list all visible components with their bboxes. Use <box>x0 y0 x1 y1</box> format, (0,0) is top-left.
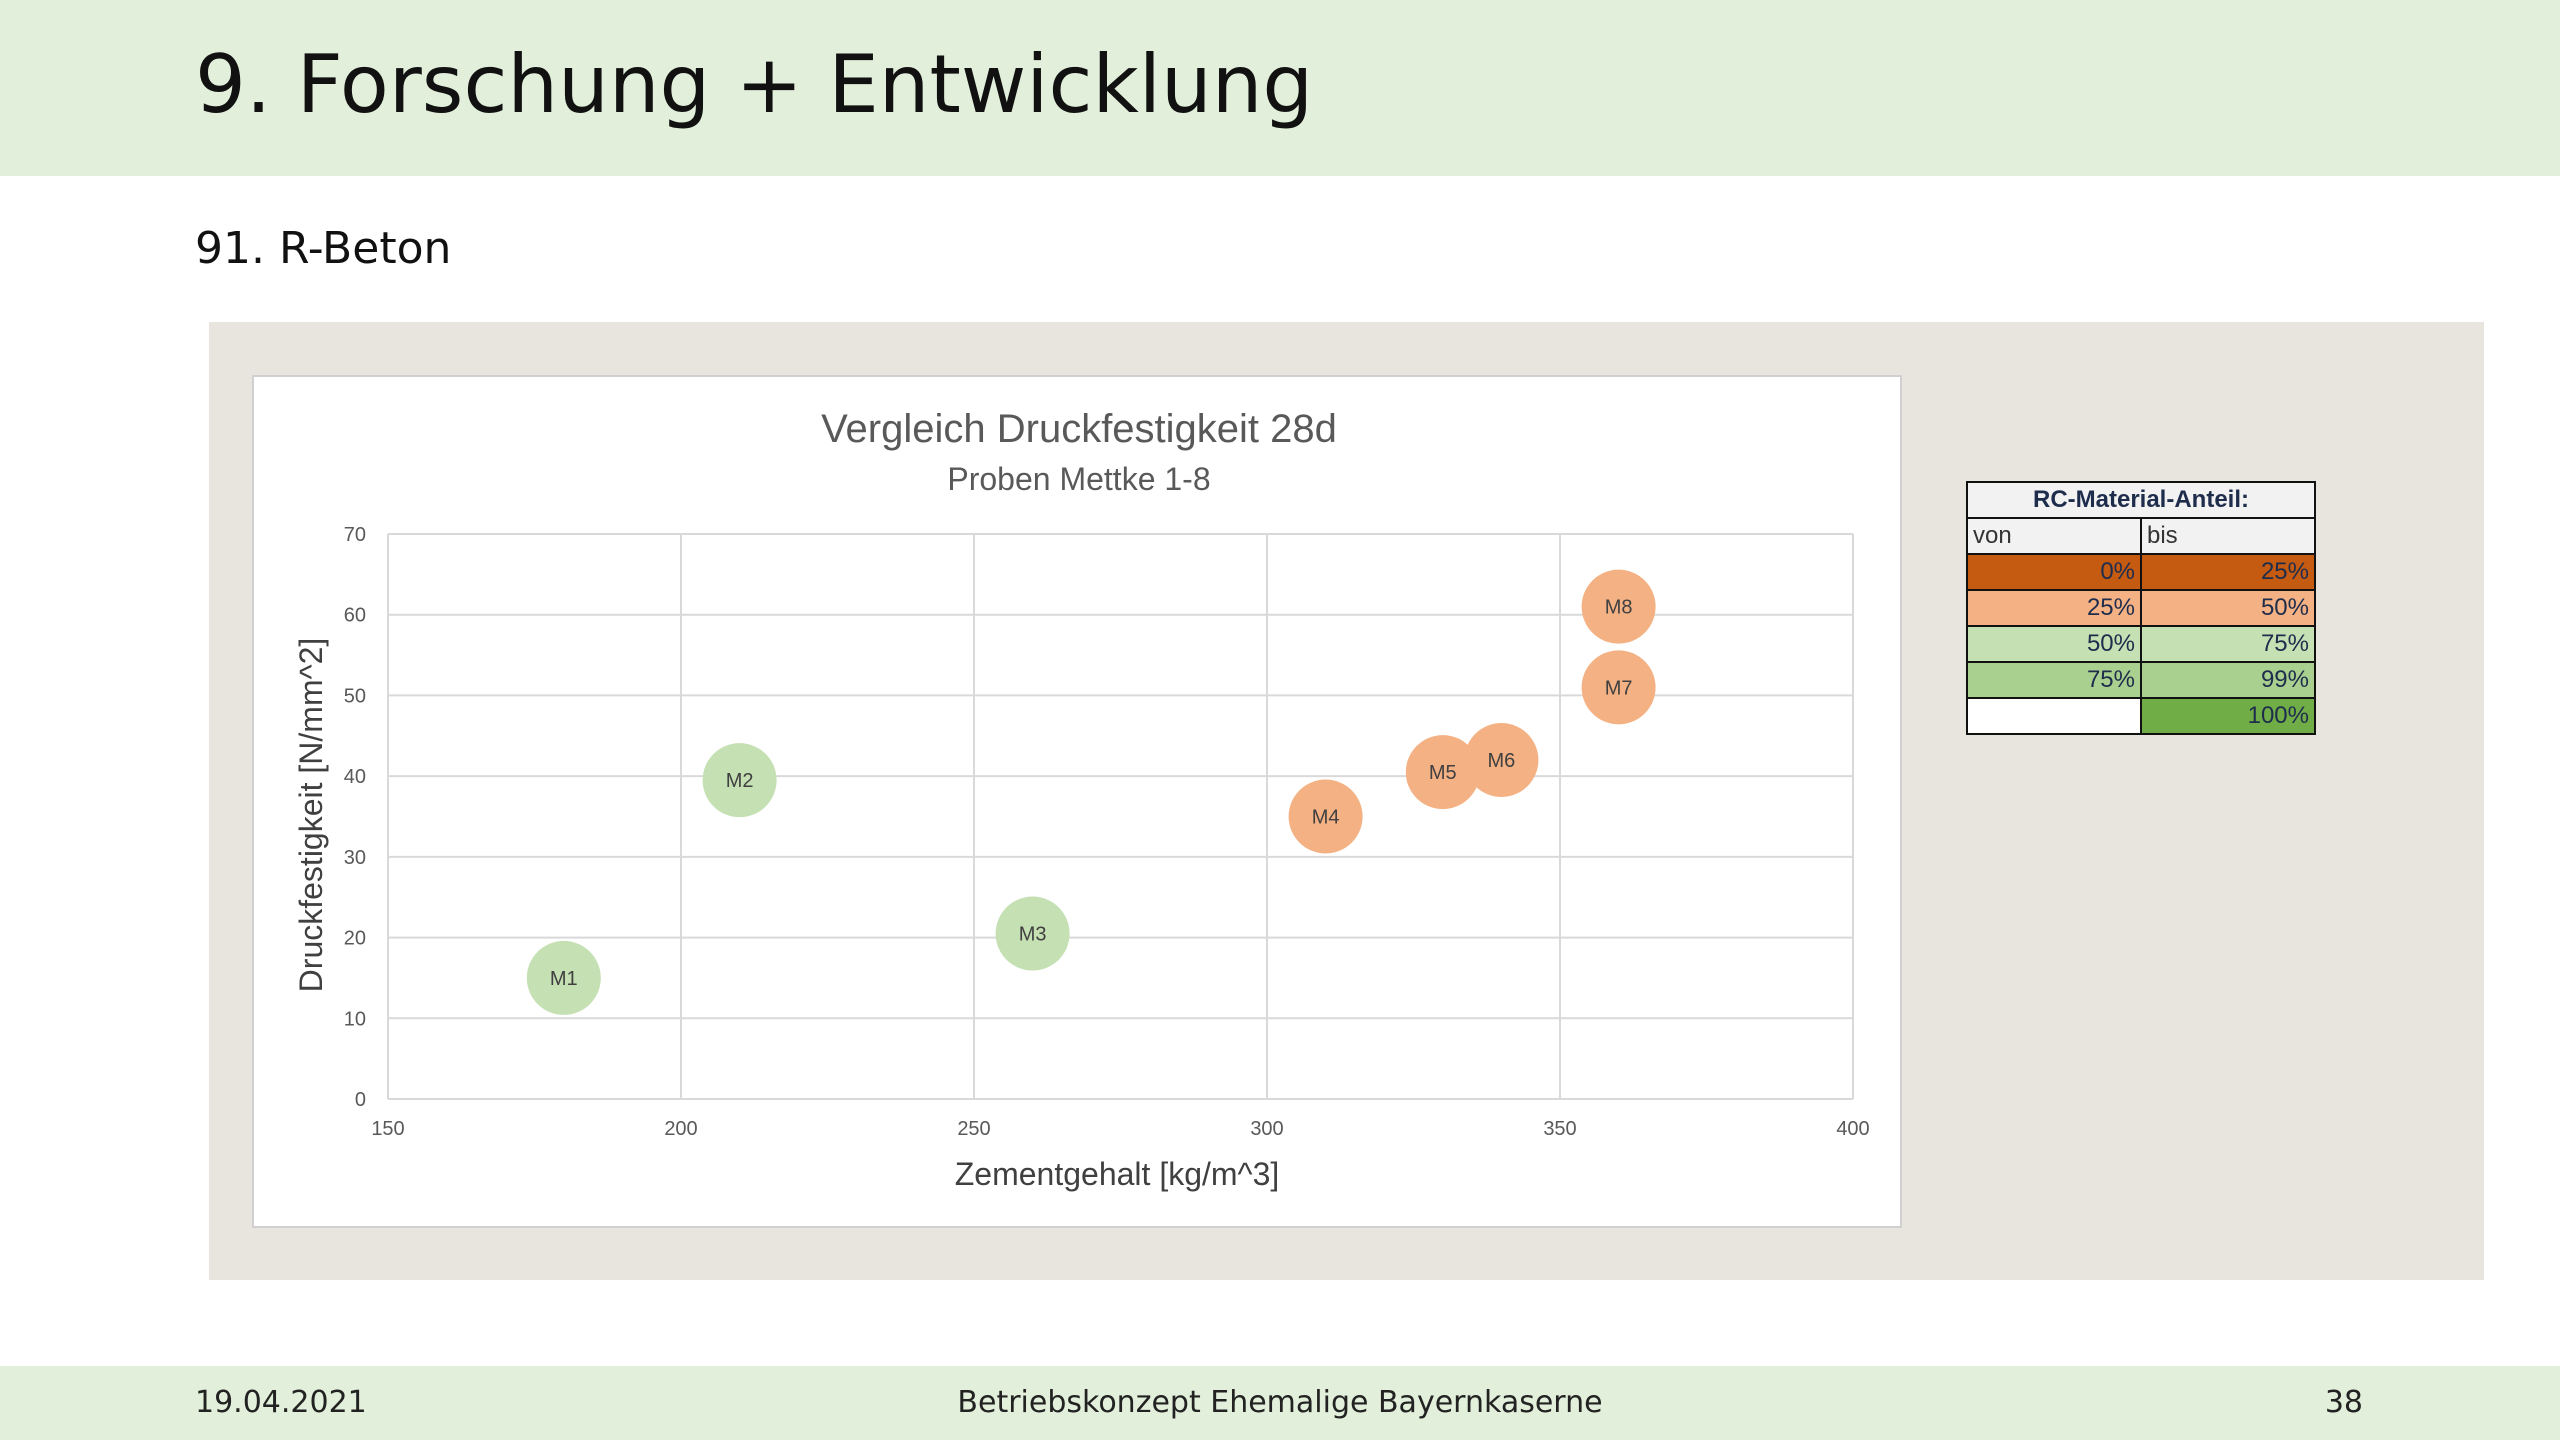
x-tick-label: 400 <box>1836 1118 1869 1140</box>
point-marker <box>702 743 777 818</box>
legend-col-from: von <box>1966 517 2142 555</box>
y-tick-label: 50 <box>344 685 366 707</box>
data-point-m7: M7 <box>1581 650 1656 725</box>
point-marker <box>1464 723 1539 797</box>
x-tick-label: 350 <box>1543 1118 1576 1140</box>
point-label: M3 <box>1019 924 1047 946</box>
point-label: M6 <box>1488 750 1516 772</box>
point-label: M8 <box>1605 597 1633 619</box>
slide-title: 9. Forschung + Entwicklung <box>195 38 1314 131</box>
data-points: M1 M2 M3 M4 M5 M6 M7 M8 <box>526 569 1656 1015</box>
legend-row: 0% 25% <box>1966 553 2316 591</box>
legend-to-cell: 75% <box>2140 625 2316 663</box>
y-tick-label: 60 <box>344 605 366 627</box>
legend-header: RC-Material-Anteil: <box>1966 481 2316 519</box>
y-tick-label: 30 <box>344 847 366 869</box>
point-label: M5 <box>1429 762 1457 784</box>
legend-to-cell: 50% <box>2140 589 2316 627</box>
data-point-m6: M6 <box>1464 723 1539 797</box>
point-marker <box>1581 650 1656 725</box>
legend-row: 25% 50% <box>1966 589 2316 627</box>
chart-subtitle: Proben Mettke 1-8 <box>947 461 1210 497</box>
point-marker <box>1288 779 1363 854</box>
footer-title: Betriebskonzept Ehemalige Bayernkaserne <box>957 1385 1603 1420</box>
x-tick-label: 250 <box>957 1118 990 1140</box>
rc-material-legend-table: RC-Material-Anteil: von bis 0% 25% 25% 5… <box>1966 481 2316 735</box>
legend-row: 75% 99% <box>1966 661 2316 699</box>
point-marker <box>995 896 1070 971</box>
legend-to-cell: 100% <box>2140 697 2316 735</box>
legend-from-cell: 25% <box>1966 589 2142 627</box>
page-number: 38 <box>2324 1385 2363 1420</box>
section-title: 91. R-Beton <box>195 223 452 274</box>
point-label: M7 <box>1605 677 1633 699</box>
y-tick-label: 70 <box>344 524 366 546</box>
scatter-chart: Vergleich Druckfestigkeit 28d Proben Met… <box>293 407 1870 1192</box>
legend-row: 100% <box>1966 697 2316 735</box>
data-point-m8: M8 <box>1581 569 1656 644</box>
legend-to-cell: 25% <box>2140 553 2316 591</box>
legend-to-cell: 99% <box>2140 661 2316 699</box>
point-label: M4 <box>1312 807 1340 829</box>
y-tick-label: 20 <box>344 928 366 950</box>
legend-from-cell: 50% <box>1966 625 2142 663</box>
data-point-m5: M5 <box>1405 735 1480 810</box>
y-tick-label: 0 <box>355 1089 366 1111</box>
data-point-m2: M2 <box>702 743 777 818</box>
x-tick-label: 300 <box>1250 1118 1283 1140</box>
data-point-m3: M3 <box>995 896 1070 971</box>
header-band <box>0 0 2560 176</box>
legend-from-cell <box>1966 697 2142 735</box>
x-axis-label: Zementgehalt [kg/m^3] <box>955 1156 1280 1192</box>
chart-frame: Vergleich Druckfestigkeit 28d Proben Met… <box>252 375 1902 1228</box>
point-label: M1 <box>550 968 578 990</box>
y-tick-label: 40 <box>344 766 366 788</box>
point-marker <box>1405 735 1480 810</box>
legend-from-cell: 0% <box>1966 553 2142 591</box>
x-tick-label: 150 <box>371 1118 404 1140</box>
footer-band <box>0 1366 2560 1440</box>
chart-title: Vergleich Druckfestigkeit 28d <box>821 407 1337 451</box>
y-axis-label: Druckfestigkeit [N/mm^2] <box>293 638 329 993</box>
point-label: M2 <box>726 770 754 792</box>
legend-row: 50% 75% <box>1966 625 2316 663</box>
legend-from-cell: 75% <box>1966 661 2142 699</box>
x-tick-label: 200 <box>664 1118 697 1140</box>
data-point-m1: M1 <box>526 940 601 1015</box>
data-point-m4: M4 <box>1288 779 1363 854</box>
legend-col-to: bis <box>2140 517 2316 555</box>
point-marker <box>1581 569 1656 644</box>
tick-labels: 0 10 20 30 40 50 60 70 150 200 250 300 350 400 <box>344 524 1870 1140</box>
footer-date: 19.04.2021 <box>195 1385 367 1420</box>
y-tick-label: 10 <box>344 1008 366 1030</box>
point-marker <box>526 940 601 1015</box>
